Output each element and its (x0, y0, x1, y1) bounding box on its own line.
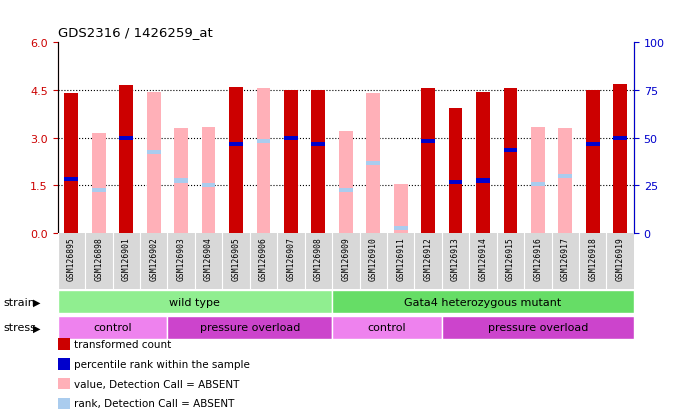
Text: GSM126915: GSM126915 (506, 236, 515, 280)
Bar (202, 127, 216, 233)
Text: GSM126907: GSM126907 (286, 236, 296, 280)
Text: transformed count: transformed count (74, 339, 171, 349)
Bar (421, 140, 435, 144)
Bar (167, 316, 332, 339)
Bar (174, 129, 188, 233)
Bar (332, 316, 442, 339)
Bar (92, 189, 106, 192)
Bar (586, 142, 599, 147)
Text: GSM126919: GSM126919 (616, 236, 624, 280)
Bar (58, 316, 167, 339)
Bar (559, 174, 572, 178)
Bar (614, 136, 627, 140)
Text: strain: strain (3, 297, 35, 307)
Text: GSM126908: GSM126908 (314, 236, 323, 280)
Bar (586, 91, 599, 233)
Text: GSM126916: GSM126916 (534, 236, 542, 280)
Bar (64, 94, 78, 233)
Bar (614, 85, 627, 233)
Bar (442, 316, 634, 339)
Text: stress: stress (3, 323, 36, 332)
Bar (476, 179, 490, 183)
Bar (531, 182, 544, 186)
Bar (119, 86, 133, 233)
Text: GSM126910: GSM126910 (369, 236, 378, 280)
Bar (92, 134, 106, 233)
Text: GSM126909: GSM126909 (341, 236, 351, 280)
Bar (339, 189, 353, 192)
Bar (449, 108, 462, 233)
Text: GSM126911: GSM126911 (396, 236, 405, 280)
Bar (202, 184, 216, 188)
Bar (256, 140, 271, 144)
Bar (476, 93, 490, 233)
Text: value, Detection Call = ABSENT: value, Detection Call = ABSENT (74, 379, 239, 389)
Text: GSM126904: GSM126904 (204, 236, 213, 280)
Text: percentile rank within the sample: percentile rank within the sample (74, 359, 250, 369)
Bar (229, 88, 243, 233)
Text: GSM126905: GSM126905 (231, 236, 241, 280)
Bar (229, 142, 243, 147)
Bar (559, 129, 572, 233)
Text: GSM126898: GSM126898 (94, 236, 103, 280)
Bar (147, 151, 161, 154)
Text: GSM126901: GSM126901 (122, 236, 131, 280)
Text: control: control (93, 323, 132, 332)
Bar (339, 132, 353, 233)
Text: GSM126918: GSM126918 (589, 236, 597, 280)
Bar (366, 94, 380, 233)
Bar (394, 227, 407, 230)
Bar (531, 127, 544, 233)
Bar (64, 178, 78, 182)
Bar (449, 180, 462, 185)
Bar (284, 91, 298, 233)
Text: rank, Detection Call = ABSENT: rank, Detection Call = ABSENT (74, 399, 235, 408)
Text: control: control (367, 323, 406, 332)
Bar (256, 89, 271, 233)
Bar (147, 93, 161, 233)
Text: GSM126906: GSM126906 (259, 236, 268, 280)
Text: GSM126914: GSM126914 (479, 236, 487, 280)
Bar (394, 184, 407, 233)
Bar (332, 290, 634, 313)
Text: GSM126917: GSM126917 (561, 236, 570, 280)
Text: GSM126895: GSM126895 (67, 236, 76, 280)
Bar (174, 179, 188, 183)
Text: wild type: wild type (170, 297, 220, 307)
Text: ▶: ▶ (33, 323, 40, 332)
Bar (366, 161, 380, 166)
Text: GDS2316 / 1426259_at: GDS2316 / 1426259_at (58, 26, 212, 39)
Text: GSM126912: GSM126912 (424, 236, 433, 280)
Bar (311, 142, 325, 147)
Bar (58, 290, 332, 313)
Bar (421, 89, 435, 233)
Text: GSM126903: GSM126903 (177, 236, 186, 280)
Bar (504, 89, 517, 233)
Bar (284, 136, 298, 140)
Text: pressure overload: pressure overload (199, 323, 300, 332)
Text: Gata4 heterozygous mutant: Gata4 heterozygous mutant (404, 297, 561, 307)
Text: GSM126902: GSM126902 (149, 236, 158, 280)
Bar (504, 149, 517, 153)
Bar (119, 136, 133, 140)
Bar (311, 91, 325, 233)
Text: GSM126913: GSM126913 (451, 236, 460, 280)
Text: pressure overload: pressure overload (487, 323, 588, 332)
Text: ▶: ▶ (33, 297, 40, 307)
